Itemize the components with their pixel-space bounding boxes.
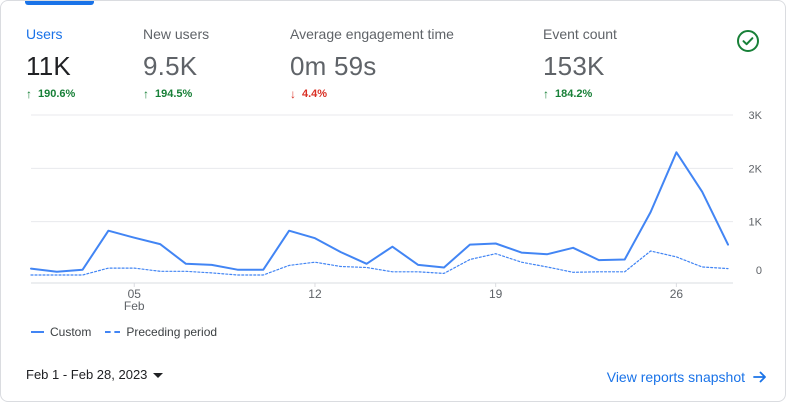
x-tick-label: 19 <box>489 287 503 301</box>
metric-tab-users[interactable]: Users 11K ↑ 190.6% <box>26 25 75 101</box>
check-circle-icon[interactable] <box>737 30 759 52</box>
arrow-up-icon: ↑ <box>143 87 149 101</box>
arrow-right-icon <box>753 371 766 383</box>
metric-tab-average-engagement-time[interactable]: Average engagement time 0m 59s ↓ 4.4% <box>290 25 454 101</box>
metric-change: ↑ 184.2% <box>543 87 617 101</box>
x-tick-sublabel: Feb <box>124 299 145 313</box>
y-tick-label: 0 <box>756 265 762 277</box>
view-reports-snapshot-link[interactable]: View reports snapshot <box>607 369 767 385</box>
active-tab-indicator <box>25 1 94 5</box>
metric-label: Event count <box>543 26 617 42</box>
metric-change: ↓ 4.4% <box>290 87 454 101</box>
legend-label-custom: Custom <box>50 325 92 339</box>
solid-line-swatch <box>31 331 44 333</box>
legend-item-preceding-period[interactable]: Preceding period <box>105 325 217 339</box>
metric-label: New users <box>143 26 210 42</box>
series-line-preceding-period <box>30 250 729 276</box>
snapshot-link-label: View reports snapshot <box>606 369 745 385</box>
arrow-up-icon: ↑ <box>543 87 549 101</box>
arrow-up-icon: ↑ <box>26 87 32 101</box>
metric-value: 0m 59s <box>290 51 377 81</box>
metric-tab-event-count[interactable]: Event count 153K ↑ 184.2% <box>543 25 617 101</box>
x-tick-label: 12 <box>308 287 322 301</box>
chart-legend: Custom Preceding period <box>31 325 231 339</box>
metric-value: 153K <box>543 51 605 81</box>
date-range-label: Feb 1 - Feb 28, 2023 <box>26 367 148 382</box>
metric-tab-new-users[interactable]: New users 9.5K ↑ 194.5% <box>143 25 209 101</box>
dashed-line-swatch <box>105 331 121 333</box>
arrow-down-icon: ↓ <box>290 87 296 101</box>
metric-label: Average engagement time <box>290 26 454 42</box>
metric-change-value: 4.4% <box>302 88 328 100</box>
metric-change: ↑ 194.5% <box>143 87 209 101</box>
date-range-selector[interactable]: Feb 1 - Feb 28, 2023 <box>26 367 164 382</box>
metric-value: 11K <box>26 51 71 81</box>
legend-item-custom[interactable]: Custom <box>31 325 91 339</box>
y-tick-label: 1K <box>749 217 763 229</box>
y-tick-label: 3K <box>749 110 763 122</box>
metric-label: Users <box>26 26 63 42</box>
metric-change-value: 190.6% <box>38 88 76 100</box>
metric-change-value: 194.5% <box>155 88 193 100</box>
metric-change: ↑ 190.6% <box>26 87 75 101</box>
y-tick-label: 2K <box>749 163 763 175</box>
metric-change-value: 184.2% <box>555 88 593 100</box>
caret-down-icon <box>153 373 164 378</box>
series-line-custom <box>30 151 729 273</box>
x-tick-label: 05 <box>128 287 142 301</box>
x-tick-label: 26 <box>670 287 684 301</box>
legend-label-preceding-period: Preceding period <box>126 325 218 339</box>
metric-value: 9.5K <box>143 51 198 81</box>
